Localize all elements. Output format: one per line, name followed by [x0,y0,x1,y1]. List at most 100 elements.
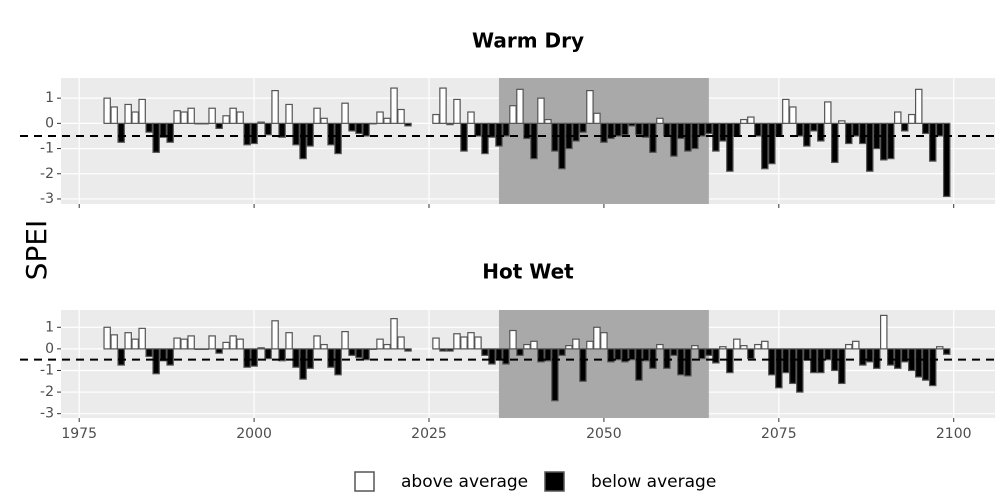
bar [572,338,580,350]
bar [586,340,594,350]
bar [866,348,874,363]
bar [355,122,363,135]
bar [880,122,888,161]
x-tick-label: 2000 [236,426,272,442]
bar [845,343,853,350]
bar [124,103,132,124]
bar [320,117,328,124]
bar [390,318,398,350]
y-tick-label: 1 [45,90,54,106]
bar [607,348,615,363]
bar [432,337,440,350]
bar [565,345,573,350]
bar [264,348,272,360]
bar [446,122,454,126]
bar [292,348,300,368]
bar [348,122,356,132]
bar [201,122,209,125]
bar [544,348,552,362]
bar [173,337,181,350]
bar [530,340,538,350]
bar [159,348,167,362]
bar [446,348,454,352]
bar [719,346,727,350]
bar [684,122,692,152]
x-tick-label: 2050 [586,426,622,442]
bar [873,348,881,369]
bar [628,348,636,361]
bar [796,122,804,137]
bar [831,122,839,164]
bar [761,122,769,170]
bar [397,108,405,124]
bar [656,343,664,350]
bar [810,348,818,374]
bar [250,122,258,145]
bar [257,347,265,350]
bar [383,343,391,350]
bar [705,122,713,135]
bar [740,345,748,350]
bar [838,348,846,385]
bar [306,348,314,369]
bar [600,332,608,350]
bar [761,340,769,350]
bar [516,88,524,124]
bar [341,331,349,350]
bar [740,118,748,124]
bar [523,122,531,140]
y-tick-label: 1 [45,319,54,335]
bar [495,348,503,361]
bar [733,338,741,350]
bar [803,348,811,361]
x-tick-label: 2025 [411,426,447,442]
bar [775,348,783,389]
y-tick-label: -2 [40,166,54,182]
bar [935,346,944,350]
bar [369,122,377,125]
bar [222,115,230,124]
bar [907,113,916,124]
bar [747,116,755,124]
bar [299,348,307,380]
bar [271,89,279,124]
y-tick-label: 0 [45,341,54,357]
bar [138,98,146,124]
bar [208,335,216,350]
bar [635,348,643,381]
bar [341,102,349,124]
bar [705,348,713,356]
bar [180,338,188,350]
bar [285,103,293,124]
bar [390,87,398,124]
bar [355,348,363,359]
bar [194,348,202,350]
bar [103,97,111,124]
bar [824,101,832,124]
bar [376,338,384,350]
bar [768,122,776,165]
bar [537,97,545,124]
bar [229,335,237,350]
bar [481,122,489,155]
bar [432,113,440,124]
bar [866,122,874,172]
bar [474,122,482,137]
bar [313,107,321,124]
bar [642,122,650,138]
bar [481,348,489,356]
bar [914,88,923,124]
y-tick-label: -2 [40,384,54,400]
bar [278,348,286,362]
bar [278,122,286,138]
bar [663,348,671,369]
bar [509,329,517,350]
bar [110,334,118,350]
bar [782,98,790,124]
bar [467,111,475,124]
bar [404,122,412,127]
bar [593,326,601,350]
bar [110,106,118,124]
y-tick-label: -3 [40,191,54,207]
bar [166,122,174,143]
